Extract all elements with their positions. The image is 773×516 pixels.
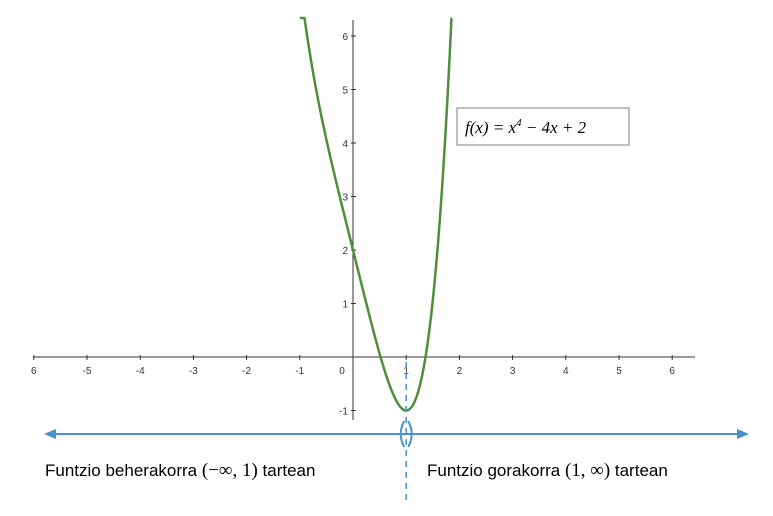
y-tick-label: 6 [342,32,348,43]
x-tick-label: 6 [669,366,675,377]
formula-label: f(x) = x4 − 4x + 2 [465,117,587,137]
data-point [339,195,341,197]
x-tick-label: 5 [616,366,622,377]
x-tick-label: 6 [31,366,37,377]
ticks: 6 -5 -4 -3 -2 -1 0 1 2 3 4 5 6 -1 1 2 3 4 5 6 [31,32,675,418]
data-point [365,302,367,304]
left-arrowhead [44,429,56,439]
x-tick-label: -4 [136,366,145,377]
data-point [418,386,420,388]
y-tick-label: 4 [342,139,348,150]
y-tick-label: 5 [342,86,348,97]
x-tick-label: 4 [563,366,569,377]
formula-box [456,107,630,146]
y-tick-label: 2 [342,246,348,257]
data-point [352,249,354,251]
increasing-interval-label: Funtzio gorakorra (1, ∞) tartean [427,460,668,481]
x-tick-label: -1 [295,366,304,377]
x-tick-label: -5 [83,366,92,377]
x-tick-label: 1 [403,366,409,377]
x-tick-label: 3 [510,366,516,377]
x-tick-label: -3 [189,366,198,377]
interval-layer [44,362,749,505]
axes [33,20,695,420]
data-point [451,17,453,19]
data-point [432,299,434,301]
data-point [392,392,394,394]
y-tick-label: 1 [342,300,348,311]
y-tick-label: -1 [339,407,348,418]
data-point [445,121,447,123]
curve-layer [299,16,453,412]
data-point [325,139,327,141]
open-interval-left-paren [399,420,406,448]
decreasing-interval-label: Funtzio beherakorra (−∞, 1) tartean [45,460,315,481]
data-point [299,17,301,19]
data-point [378,353,380,355]
y-tick-label: 3 [342,193,348,204]
open-interval-right-paren [407,420,413,448]
data-point [312,71,314,73]
right-arrowhead [737,429,749,439]
x-tick-label: 0 [339,366,345,377]
x-tick-label: 2 [457,366,463,377]
function-curve [299,16,453,412]
x-tick-label: -2 [242,366,251,377]
